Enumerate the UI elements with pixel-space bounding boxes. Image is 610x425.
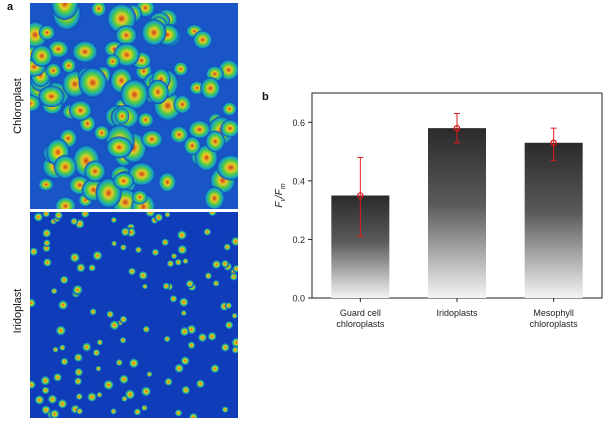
chloroplast-fluorescence-image xyxy=(30,3,238,209)
bar xyxy=(428,128,486,298)
y-tick-label: 0.6 xyxy=(292,118,305,128)
mean-point xyxy=(453,124,461,132)
panel-a-letter: a xyxy=(7,1,14,13)
panel-b-letter: b xyxy=(262,91,269,103)
bar xyxy=(524,142,583,298)
fv-fm-bar-chart: 0.0 0.2 0.4 0.6 Guard cell chloroplasts Iridop… xyxy=(274,92,603,329)
iridoplast-fluorescence-image xyxy=(30,212,238,418)
chloroplast-label: Chloroplast xyxy=(12,78,24,134)
y-tick-label: 0.4 xyxy=(292,176,305,186)
y-tick-label: 0.0 xyxy=(292,294,305,304)
y-axis-label: Fv/Fm xyxy=(274,183,287,208)
y-tick-label: 0.2 xyxy=(292,235,305,245)
mean-point xyxy=(550,139,557,147)
mean-point xyxy=(357,192,364,199)
iridoplast-label: Iridoplast xyxy=(12,288,24,334)
x-tick-label: Guard cell chloroplasts xyxy=(336,308,385,329)
x-tick-label: Mesophyll chloroplasts xyxy=(530,308,579,329)
x-tick-label: Iridoplasts xyxy=(436,308,478,318)
